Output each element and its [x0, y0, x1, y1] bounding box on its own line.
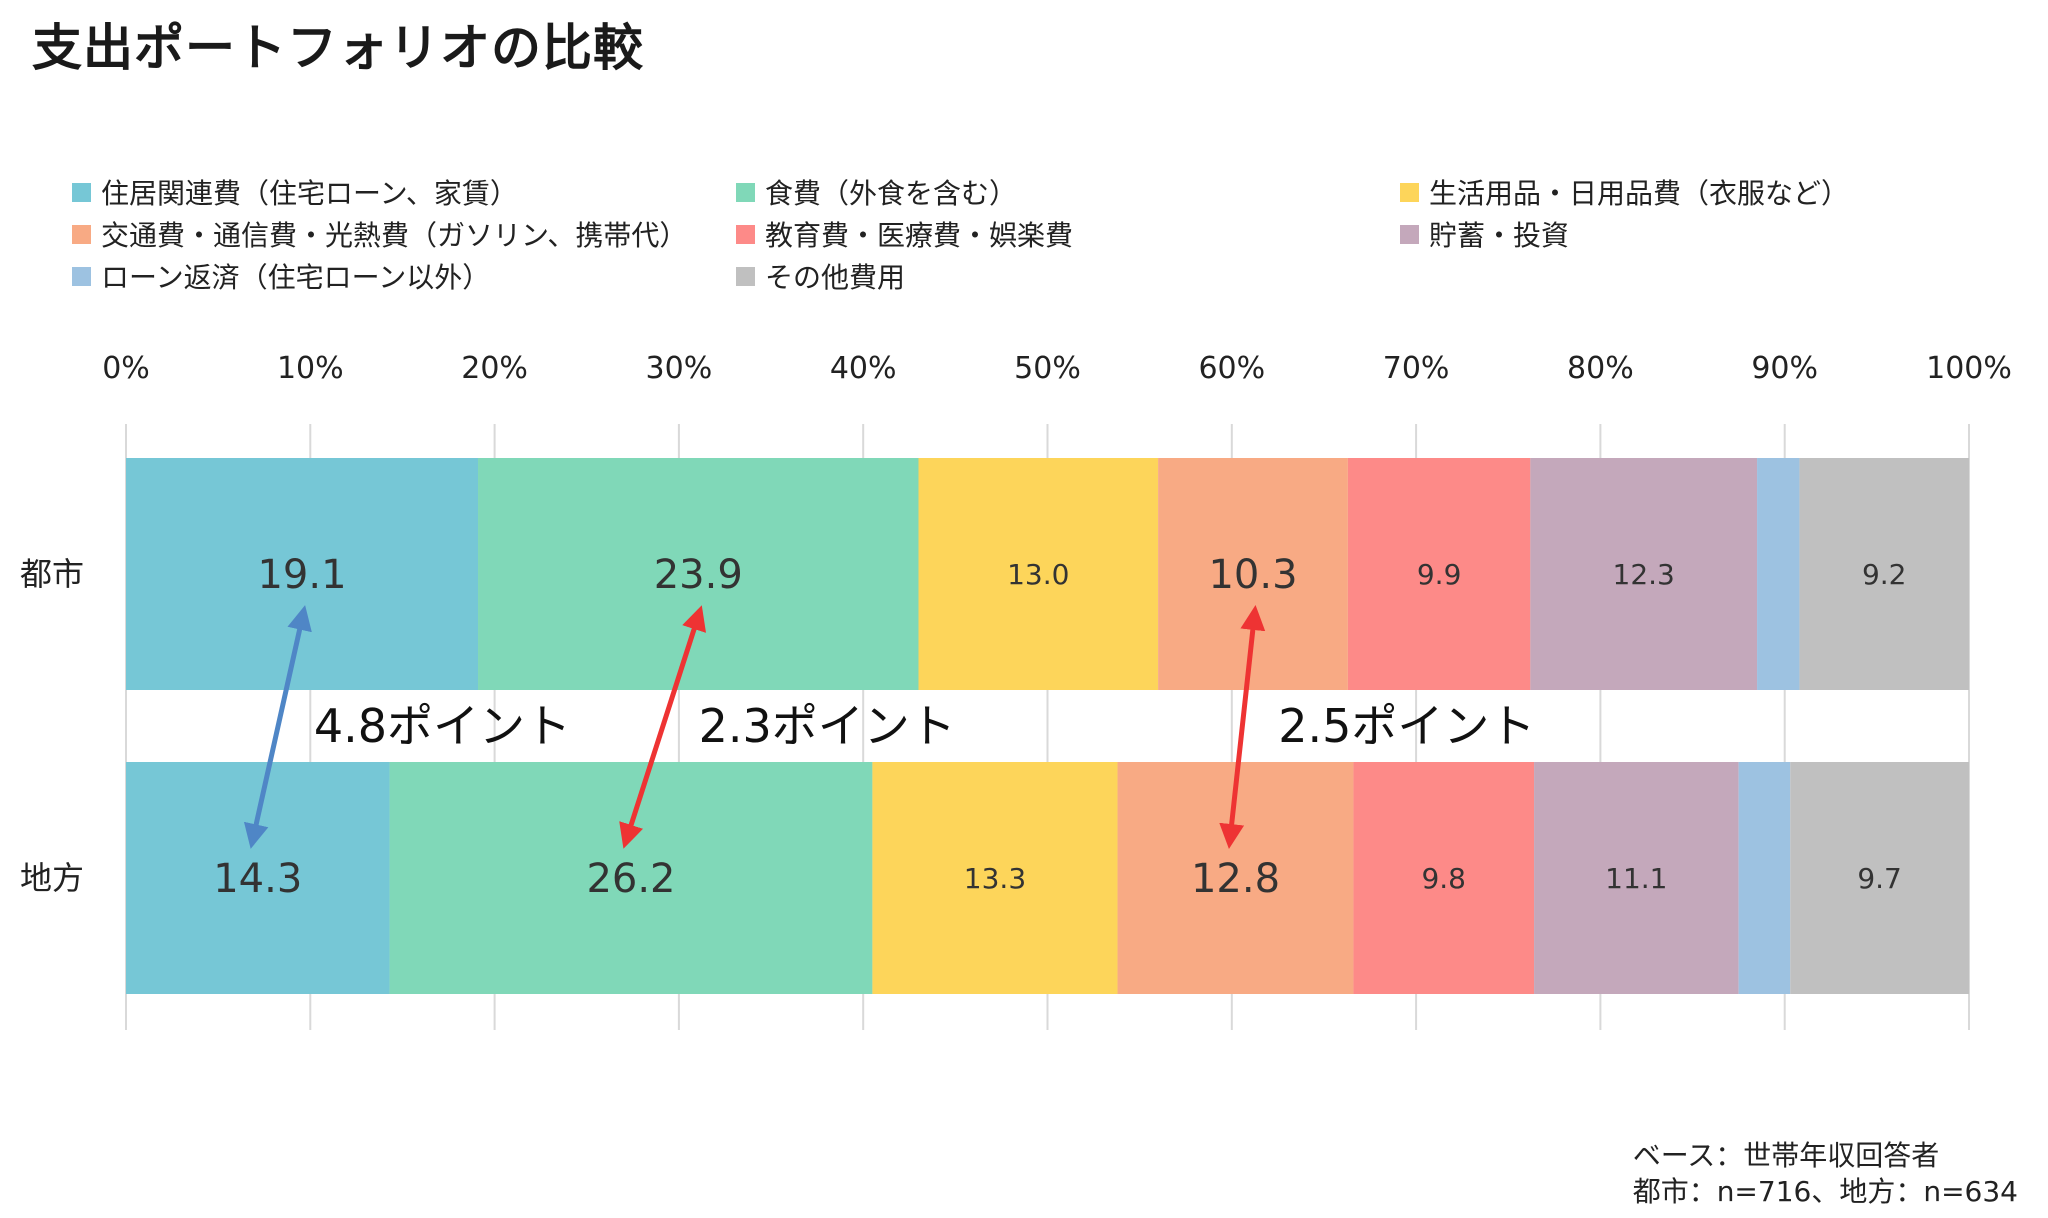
annotation-arrow: [243, 605, 312, 849]
legend-item: 教育費・医療費・娯楽費: [736, 214, 1073, 254]
legend-item: ローン返済（住宅ローン以外）: [72, 256, 490, 296]
legend-label: その他費用: [765, 261, 906, 294]
x-tick-label: 70%: [1383, 351, 1450, 386]
bar-segment: [918, 458, 1159, 690]
data-label: 14.3: [213, 856, 302, 902]
data-label: 10.3: [1208, 552, 1297, 598]
bar-segment: [1790, 762, 1969, 994]
legend-swatch: [72, 182, 91, 202]
data-label: 11.1: [1605, 862, 1667, 895]
annotation-label: 4.8ポイント: [314, 699, 571, 753]
bar-segment: [1534, 762, 1739, 994]
bar-segment: [1347, 458, 1531, 690]
legend-label: 住居関連費（住宅ローン、家賃）: [101, 177, 518, 210]
x-tick-label: 30%: [646, 351, 713, 386]
category-label: 都市: [20, 555, 84, 593]
x-tick-label: 100%: [1926, 351, 2012, 386]
legend-item: 貯蓄・投資: [1400, 214, 1569, 254]
data-label: 13.3: [964, 862, 1026, 895]
data-label: 23.9: [654, 552, 743, 598]
legend-item: 食費（外食を含む）: [736, 172, 1017, 212]
bar-segment: [1757, 458, 1800, 690]
legend-item: 交通費・通信費・光熱費（ガソリン、携帯代）: [72, 214, 687, 254]
note: ベース：世帯年収回答者 都市：n=716、地方：n=634: [1633, 1138, 2018, 1210]
x-tick-label: 40%: [830, 351, 897, 386]
legend-swatch: [736, 224, 755, 244]
x-tick-label: 80%: [1567, 351, 1634, 386]
chart-title: 支出ポートフォリオの比較: [32, 19, 644, 77]
annotation-label: 2.3ポイント: [699, 699, 956, 753]
x-tick-label: 20%: [461, 351, 528, 386]
bar-segment: [1530, 458, 1758, 690]
annotation-arrow: [1219, 605, 1266, 849]
data-label: 13.0: [1007, 558, 1069, 591]
legend-item: その他費用: [736, 256, 905, 296]
bar-segment: [1738, 762, 1791, 994]
x-tick-label: 50%: [1014, 351, 1081, 386]
legend-swatch: [736, 182, 755, 202]
bar-segment: [1799, 458, 1969, 690]
data-label: 19.1: [257, 552, 346, 598]
category-label: 地方: [20, 859, 84, 897]
data-label: 9.7: [1857, 862, 1902, 895]
x-tick-label: 10%: [277, 351, 344, 386]
bar-segment: [1353, 762, 1535, 994]
x-tick-label: 90%: [1751, 351, 1818, 386]
legend-swatch: [1400, 224, 1419, 244]
x-tick-label: 60%: [1198, 351, 1265, 386]
legend-item: 生活用品・日用品費（衣服など）: [1400, 172, 1849, 212]
data-label: 9.9: [1417, 558, 1462, 591]
legend: 住居関連費（住宅ローン、家賃） 食費（外食を含む） 生活用品・日用品費（衣服など） 交…: [0, 0, 2048, 320]
data-label: 9.8: [1421, 862, 1466, 895]
data-label: 12.3: [1613, 558, 1675, 591]
data-label: 12.8: [1191, 856, 1280, 902]
note-base: ベース：世帯年収回答者: [1632, 1139, 1940, 1172]
legend-swatch: [736, 266, 755, 286]
annotation-arrow: [619, 605, 707, 849]
legend-swatch: [72, 224, 91, 244]
data-label: 26.2: [586, 856, 675, 902]
legend-swatch: [1400, 182, 1419, 202]
bar-segment: [872, 762, 1118, 994]
legend-label: 食費（外食を含む）: [765, 177, 1018, 210]
data-label: 9.2: [1862, 558, 1907, 591]
legend-label: 教育費・医療費・娯楽費: [765, 219, 1074, 252]
legend-label: 貯蓄・投資: [1429, 219, 1570, 252]
legend-swatch: [72, 266, 91, 286]
legend-label: 交通費・通信費・光熱費（ガソリン、携帯代）: [101, 219, 688, 252]
x-tick-label: 0%: [102, 351, 150, 386]
legend-label: 生活用品・日用品費（衣服など）: [1429, 177, 1850, 210]
legend-item: 住居関連費（住宅ローン、家賃）: [72, 172, 518, 212]
legend-label: ローン返済（住宅ローン以外）: [101, 261, 491, 294]
note-sample-size: 都市：n=716、地方：n=634: [1632, 1175, 2018, 1208]
annotation-label: 2.5ポイント: [1278, 699, 1535, 753]
